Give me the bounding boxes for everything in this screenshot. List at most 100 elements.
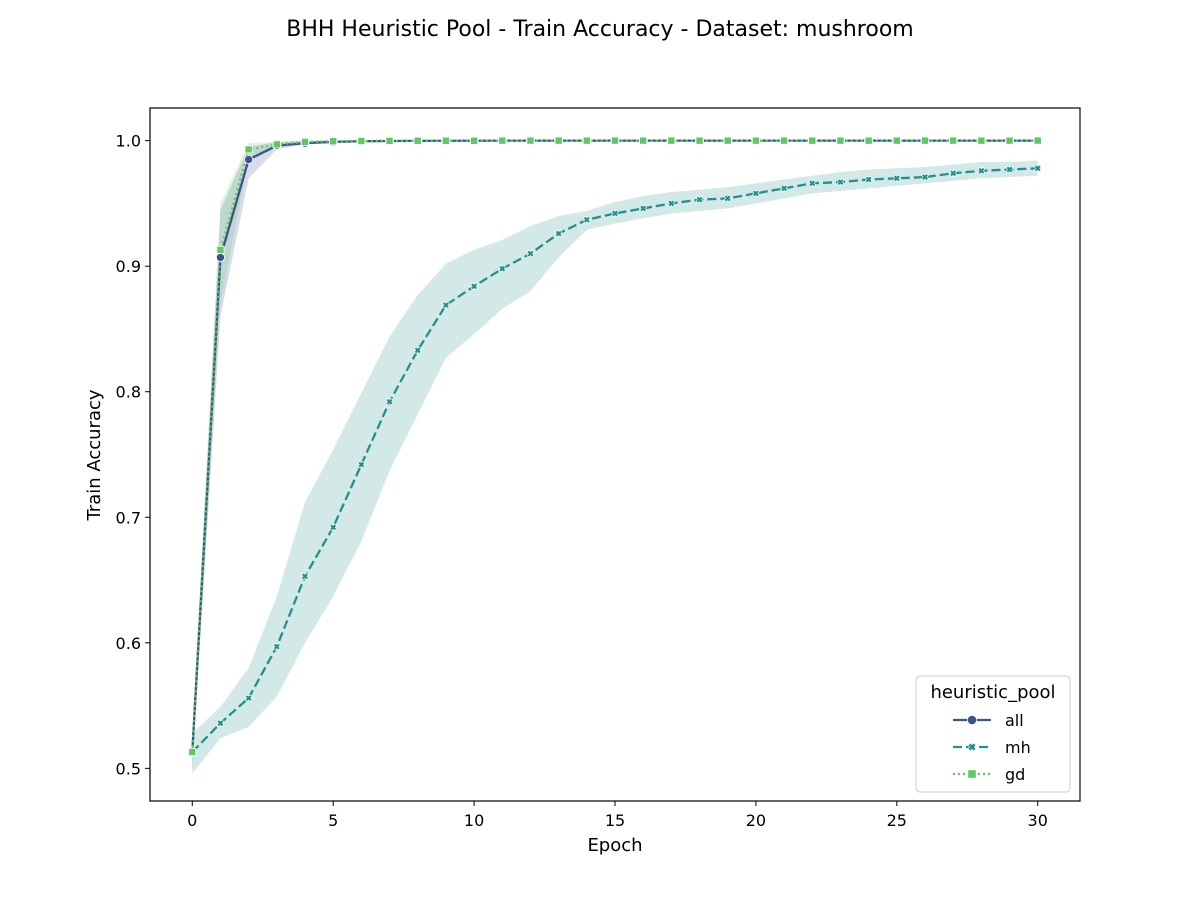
data-point-mh (752, 189, 760, 198)
data-point-mh (695, 195, 704, 204)
data-point-mh (329, 523, 338, 532)
series-line-mh (191, 167, 1038, 753)
x-axis-label: Epoch (587, 835, 642, 856)
data-point-gd (188, 748, 197, 757)
data-point-mh (385, 397, 394, 406)
data-point-mh (272, 642, 281, 651)
data-point-gd (385, 136, 394, 145)
legend-marker-mh (967, 742, 977, 752)
data-point-gd (554, 136, 563, 145)
legend-label-all: all (1005, 711, 1024, 730)
ci-band-all (192, 140, 1038, 769)
legend-marker-all (966, 714, 978, 726)
data-point-mh (442, 301, 450, 309)
data-point-mh (1033, 164, 1042, 173)
data-point-gd (498, 136, 507, 145)
data-point-gd (836, 136, 845, 145)
y-tick-label: 1.0 (116, 132, 141, 151)
data-point-gd (892, 136, 901, 145)
data-point-gd (470, 136, 479, 145)
y-tick-label: 0.9 (116, 257, 141, 276)
data-point-mh (836, 178, 845, 186)
series-line-gd (191, 139, 1038, 753)
data-point-mh (301, 572, 309, 581)
data-point-gd (300, 137, 309, 146)
y-tick-label: 0.8 (116, 383, 141, 402)
data-point-mh (892, 174, 901, 183)
data-point-gd (639, 136, 648, 145)
data-point-mh (667, 199, 676, 208)
series-markers (187, 136, 1043, 757)
y-tick-label: 0.5 (116, 759, 141, 778)
data-point-gd (441, 136, 450, 145)
legend-item-mh: mh (953, 738, 1031, 757)
data-point-mh (864, 175, 873, 184)
ci-band-mh (192, 160, 1038, 774)
data-point-mh (470, 282, 478, 291)
y-tick-label: 0.7 (116, 508, 141, 527)
data-point-gd (751, 136, 760, 145)
data-point-mh (808, 179, 817, 188)
data-point-mh (780, 184, 788, 193)
data-point-gd (667, 136, 676, 145)
x-tick-label: 30 (1028, 811, 1048, 830)
data-point-gd (1005, 136, 1014, 145)
chart-title: BHH Heuristic Pool - Train Accuracy - Da… (286, 17, 913, 42)
y-axis-label: Train Accuracy (84, 389, 105, 521)
data-point-mh (582, 215, 591, 224)
data-point-mh (244, 694, 253, 702)
data-point-mh (723, 194, 732, 203)
data-point-gd (723, 136, 732, 145)
data-point-gd (949, 136, 958, 145)
data-point-mh (216, 719, 225, 728)
data-point-gd (526, 136, 535, 145)
data-point-gd (329, 137, 338, 146)
data-point-mh (413, 346, 422, 355)
x-tick-label: 10 (464, 811, 484, 830)
legend-marker-gd (967, 769, 977, 779)
legend-title: heuristic_pool (930, 682, 1055, 703)
series-lines (191, 139, 1038, 753)
data-point-gd (808, 136, 817, 145)
data-point-gd (272, 140, 281, 149)
data-point-mh (921, 173, 929, 181)
data-point-mh (977, 166, 986, 175)
data-point-gd (921, 136, 930, 145)
data-point-gd (413, 136, 422, 145)
x-tick-label: 15 (605, 811, 625, 830)
data-point-all (215, 252, 225, 262)
data-point-all (244, 154, 254, 164)
y-tick-label: 0.6 (116, 634, 141, 653)
data-point-mh (639, 204, 648, 213)
y-axis-ticks: 0.5 0.6 0.7 0.8 0.9 1.0 (116, 132, 150, 778)
data-point-gd (1033, 136, 1042, 145)
series-line-all (191, 139, 1038, 753)
data-point-mh (357, 460, 366, 469)
legend-item-all: all (953, 711, 1024, 730)
legend: heuristic_pool all mh gd (915, 675, 1071, 793)
data-point-mh (526, 249, 535, 258)
legend-label-mh: mh (1005, 738, 1031, 757)
legend-item-gd: gd (953, 765, 1025, 784)
x-axis-ticks: 0 5 10 15 20 25 30 (187, 801, 1048, 830)
data-point-gd (216, 245, 225, 254)
x-tick-label: 20 (746, 811, 766, 830)
data-point-mh (611, 209, 619, 218)
data-point-mh (554, 229, 563, 238)
legend-frame (915, 675, 1071, 793)
data-point-gd (582, 136, 591, 145)
x-tick-label: 5 (328, 811, 338, 830)
data-point-gd (611, 136, 620, 145)
data-point-gd (357, 137, 366, 146)
legend-label-gd: gd (1005, 765, 1025, 784)
data-point-gd (780, 136, 789, 145)
data-point-gd (695, 136, 704, 145)
x-tick-label: 25 (887, 811, 907, 830)
x-tick-label: 0 (187, 811, 197, 830)
data-point-gd (244, 145, 253, 154)
data-point-gd (864, 136, 873, 145)
confidence-bands (192, 140, 1038, 774)
data-point-gd (977, 136, 986, 145)
data-point-mh (949, 169, 958, 178)
